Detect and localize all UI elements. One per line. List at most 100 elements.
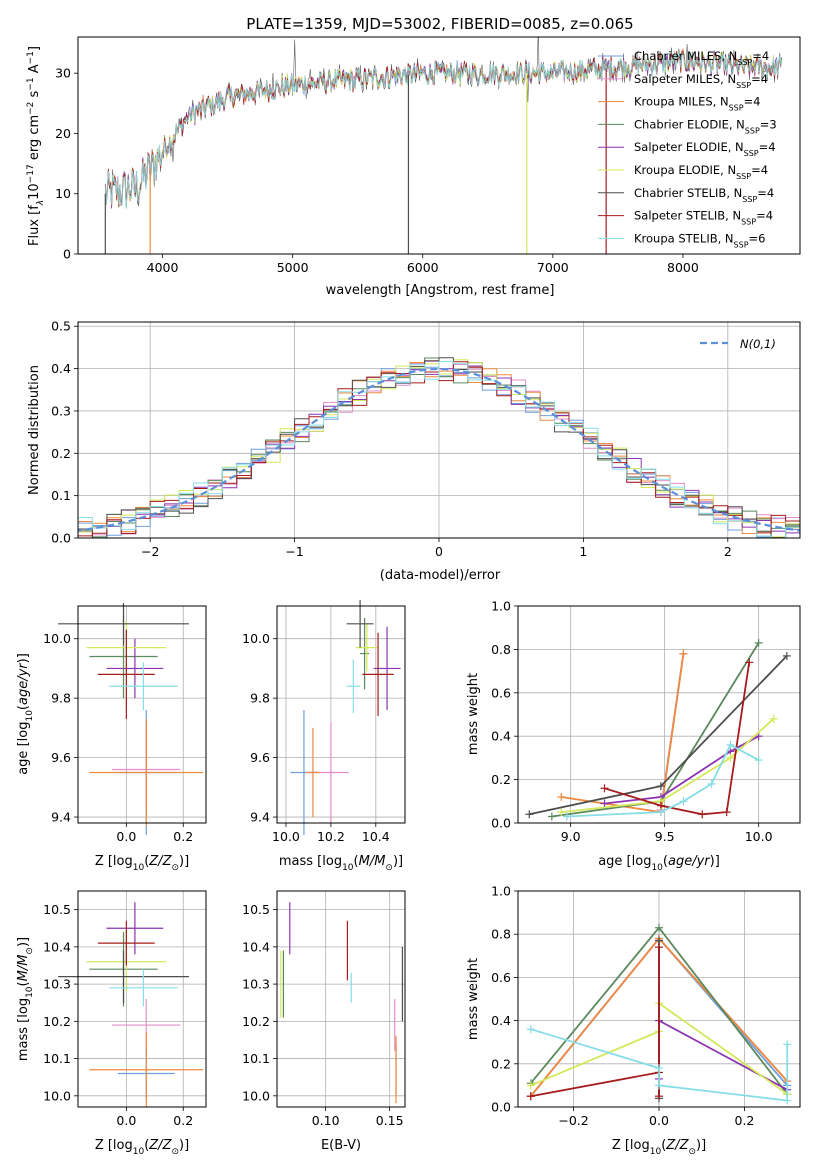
- y-tick-label: 0.8: [491, 642, 511, 657]
- legend-label-4: Salpeter ELODIE, NSSP=4: [634, 140, 776, 158]
- y-tick-label: 9.4: [250, 810, 270, 825]
- y-tick-label: 10: [55, 186, 71, 201]
- x-tick-label: 8000: [667, 260, 699, 275]
- y-tick-label: 10.1: [43, 1051, 71, 1066]
- age-vs-mass-plot-area: 10.0 10.2 10.4 9.4 9.6 9.8 10.0: [242, 600, 405, 844]
- age-vs-mass-axes-frame: [276, 605, 406, 824]
- spectrum-xlabel: wavelength [Angstrom, rest frame]: [326, 283, 555, 298]
- x-tick-label: −0.2: [558, 1113, 588, 1128]
- x-tick-label: 10.4: [362, 829, 390, 844]
- legend-label-1: Salpeter MILES, NSSP=4: [634, 72, 768, 90]
- y-tick-label: 0.4: [491, 1013, 511, 1028]
- weight-vs-Z-xlabel: Z [log10(Z/Z⊙)]: [612, 1138, 706, 1157]
- mass-vs-EBV-plot-area: 0.10 0.15 10.0 10.1 10.2 10.3 10.4 10.5: [242, 891, 405, 1128]
- legend-label-3: Chabrier ELODIE, NSSP=3: [634, 117, 777, 135]
- x-tick-label: 1: [579, 544, 587, 559]
- y-tick-label: 10.4: [242, 939, 270, 954]
- spectrum-ylabel: Flux [fλ10−17 erg cm−2 s−1 A−1]: [26, 46, 46, 246]
- mass-vs-Z-xlabel: Z [log10(Z/Z⊙)]: [95, 1138, 189, 1157]
- spectrum-legend: Chabrier MILES, NSSP=4 Salpeter MILES, NS…: [598, 49, 777, 249]
- x-tick-label: 0.0: [649, 1113, 669, 1128]
- age-vs-Z-xlabel: Z [log10(Z/Z⊙)]: [95, 854, 189, 873]
- y-tick-label: 1.0: [491, 884, 511, 899]
- x-tick-label: 0.10: [312, 1113, 340, 1128]
- age-vs-Z-axes-frame: [77, 605, 207, 824]
- legend-label-7: Salpeter STELIB, NSSP=4: [634, 209, 773, 227]
- mass-vs-Z-axes-frame: [77, 890, 207, 1108]
- y-tick-label: 10.5: [242, 902, 270, 917]
- y-tick-label: 9.6: [51, 750, 71, 765]
- weight-vs-Z-ylabel: mass weight: [466, 958, 481, 1040]
- age-vs-Z-ylabel: age [log10(age/yr)]: [16, 653, 35, 775]
- y-tick-label: 10.0: [43, 1088, 71, 1103]
- weight-vs-age-ylabel: mass weight: [466, 673, 481, 755]
- y-tick-label: 0.5: [51, 319, 71, 334]
- x-tick-label: 0.2: [173, 1113, 193, 1128]
- mass-vs-EBV-axes-frame: [276, 890, 406, 1108]
- weight-line-3: [551, 642, 760, 818]
- y-tick-label: 0.0: [491, 816, 511, 831]
- x-tick-label: 0: [435, 544, 443, 559]
- y-tick-label: 9.8: [51, 691, 71, 706]
- y-tick-label: 0.1: [51, 488, 71, 503]
- x-tick-label: 0.15: [376, 1113, 404, 1128]
- y-tick-label: 0.0: [491, 1100, 511, 1115]
- x-tick-label: 7000: [537, 260, 569, 275]
- y-tick-label: 10.5: [43, 902, 71, 917]
- spectrum-axes-frame: [77, 36, 801, 255]
- mass-vs-Z-panel: 0.0 0.2 10.0 10.1 10.2 10.3 10.4 10.5 Z [log10(…: [16, 890, 207, 1157]
- weight-vs-Z-plot-area: −0.2 0.0 0.2 0.0 0.2 0.4 0.6 0.8 1.0: [491, 884, 800, 1128]
- spectrum-plot-area: 4000 5000 6000 7000 8000 0 10 20 30: [55, 37, 783, 275]
- weight-line-8: [566, 743, 760, 818]
- y-tick-label: 0.2: [491, 772, 511, 787]
- residuals-legend: N(0,1): [700, 337, 776, 351]
- residuals-panel: −2 −1 0 1 2 0.0 0.1 0.2 0.3 0.4 0.5 N(0,1) (data-m…: [27, 319, 801, 583]
- weight-vs-age-plot-area: 9.0 9.5 10.0 0.0 0.2 0.4 0.6 0.8 1.0: [491, 599, 800, 844]
- y-tick-label: 9.6: [250, 750, 270, 765]
- age-vs-Z-plot-area: 0.0 0.2 9.4 9.6 9.8 10.0: [43, 603, 206, 844]
- normal-legend-label: N(0,1): [740, 337, 776, 351]
- y-tick-label: 0.8: [491, 927, 511, 942]
- y-tick-label: 10.1: [242, 1051, 270, 1066]
- x-tick-label: 5000: [277, 260, 309, 275]
- x-tick-label: 9.0: [561, 829, 581, 844]
- spectrum-line-8: [104, 52, 783, 208]
- y-tick-label: 20: [55, 126, 71, 141]
- x-tick-label: 0.2: [173, 829, 193, 844]
- x-tick-label: 0.0: [116, 1113, 136, 1128]
- y-tick-label: 0: [63, 247, 71, 262]
- x-tick-label: −2: [141, 544, 159, 559]
- weight-line-5: [561, 718, 775, 813]
- y-tick-label: 30: [55, 66, 71, 81]
- x-tick-label: 0.0: [116, 829, 136, 844]
- spectrum-lines: [104, 37, 783, 254]
- legend-label-6: Chabrier STELIB, NSSP=4: [634, 186, 774, 204]
- y-tick-label: 0.6: [491, 685, 511, 700]
- residuals-histograms: [78, 357, 800, 538]
- y-tick-label: 0.6: [491, 970, 511, 985]
- x-tick-label: 10.2: [317, 829, 345, 844]
- weight-vs-Z-panel: −0.2 0.0 0.2 0.0 0.2 0.4 0.6 0.8 1.0 Z [log10(Z/…: [466, 884, 801, 1157]
- x-tick-label: 0.2: [735, 1113, 755, 1128]
- y-tick-label: 0.0: [51, 531, 71, 546]
- y-tick-label: 0.4: [491, 729, 511, 744]
- legend-label-0: Chabrier MILES, NSSP=4: [634, 49, 769, 67]
- mass-vs-Z-ylabel: mass [log10(M/M⊙)]: [16, 937, 35, 1061]
- y-tick-label: 10.4: [43, 939, 71, 954]
- y-tick-label: 1.0: [491, 599, 511, 614]
- mass-vs-Z-plot-area: 0.0 0.2 10.0 10.1 10.2 10.3 10.4 10.5: [43, 891, 206, 1128]
- y-tick-label: 0.3: [51, 403, 71, 418]
- spectrum-title: PLATE=1359, MJD=53002, FIBERID=0085, z=0…: [246, 15, 633, 33]
- x-tick-label: 10.0: [272, 829, 300, 844]
- age-vs-mass-panel: 10.0 10.2 10.4 9.4 9.6 9.8 10.0 mass [log10(M/…: [242, 600, 406, 873]
- y-tick-label: 10.3: [43, 977, 71, 992]
- spectrum-panel: PLATE=1359, MJD=53002, FIBERID=0085, z=0…: [26, 15, 801, 298]
- y-tick-label: 10.0: [242, 631, 270, 646]
- y-tick-label: 9.4: [51, 810, 71, 825]
- x-tick-label: 10.0: [745, 829, 773, 844]
- weight-vs-age-xlabel: age [log10(age/yr)]: [598, 854, 720, 873]
- weight-vs-age-panel: 9.0 9.5 10.0 0.0 0.2 0.4 0.6 0.8 1.0 age [log10(…: [466, 599, 801, 873]
- legend-label-2: Kroupa MILES, NSSP=4: [634, 95, 760, 113]
- residuals-plot-area: −2 −1 0 1 2 0.0 0.1 0.2 0.3 0.4 0.5: [51, 319, 800, 559]
- y-tick-label: 9.8: [250, 691, 270, 706]
